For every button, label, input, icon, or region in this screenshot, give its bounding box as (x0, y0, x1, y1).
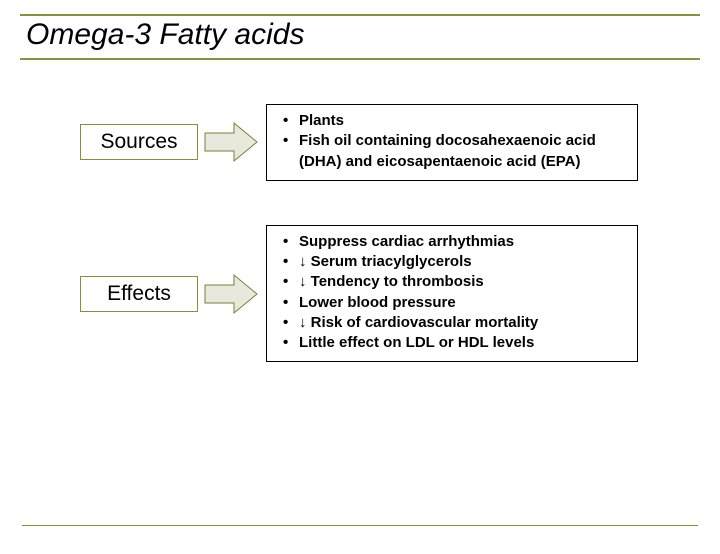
title-bar: Omega-3 Fatty acids (20, 14, 700, 60)
list-item: ↓ Tendency to thrombosis (281, 272, 625, 292)
list-item: Suppress cardiac arrhythmias (281, 232, 625, 252)
list-item: Lower blood pressure (281, 293, 625, 313)
sources-list: Plants Fish oil containing docosahexaeno… (281, 111, 625, 172)
label-box-effects: Effects (80, 276, 198, 312)
arrow-sources (204, 120, 258, 164)
arrow-effects (204, 272, 258, 316)
effects-list: Suppress cardiac arrhythmias ↓ Serum tri… (281, 232, 625, 354)
row-effects: Effects Suppress cardiac arrhythmias ↓ S… (0, 225, 720, 363)
slide: Omega-3 Fatty acids Sources Plants Fish … (0, 14, 720, 554)
bottom-rule (22, 525, 698, 526)
row-sources: Sources Plants Fish oil containing docos… (0, 104, 720, 181)
list-box-sources: Plants Fish oil containing docosahexaeno… (266, 104, 638, 181)
list-item: Little effect on LDL or HDL levels (281, 333, 625, 353)
list-item: Fish oil containing docosahexaenoic acid… (281, 131, 625, 172)
list-item: ↓ Risk of cardiovascular mortality (281, 313, 625, 333)
block-arrow-icon (204, 272, 258, 316)
slide-title: Omega-3 Fatty acids (26, 18, 694, 52)
list-item: Plants (281, 111, 625, 131)
list-item: ↓ Serum triacylglycerols (281, 252, 625, 272)
content-area: Sources Plants Fish oil containing docos… (0, 104, 720, 406)
list-box-effects: Suppress cardiac arrhythmias ↓ Serum tri… (266, 225, 638, 363)
block-arrow-icon (204, 120, 258, 164)
label-box-sources: Sources (80, 124, 198, 160)
